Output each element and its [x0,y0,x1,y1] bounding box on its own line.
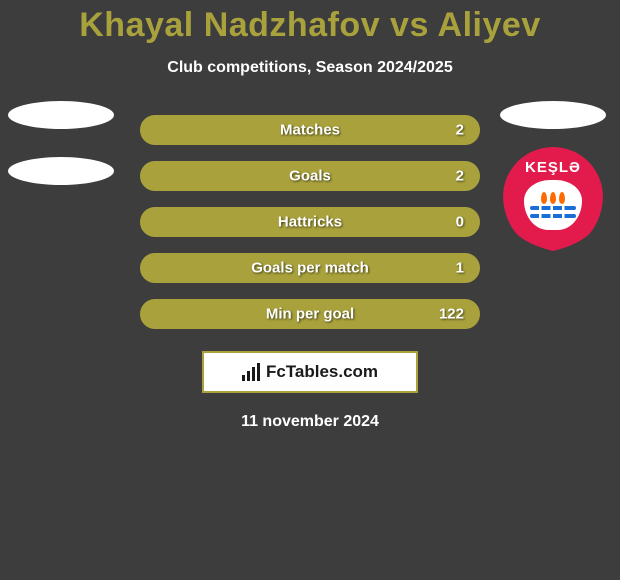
stat-value: 2 [456,122,464,139]
stat-label: Goals per match [251,260,369,277]
club-badge-text: KEŞLƏ [525,159,581,176]
brand-box: FcTables.com [202,351,418,393]
flames-icon [541,192,565,204]
date-text: 11 november 2024 [241,413,379,431]
placeholder-ellipse-icon [8,157,114,185]
stat-label: Hattricks [278,214,342,231]
stat-bar-matches: Matches 2 [140,115,480,145]
stat-value: 122 [439,306,464,323]
brand-text: FcTables.com [266,362,378,382]
right-player-badges: KEŞLƏ [500,101,606,251]
stat-bar-min-per-goal: Min per goal 122 [140,299,480,329]
waves-icon [530,214,576,218]
club-badge-icon: KEŞLƏ [503,147,603,251]
comparison-infographic: Khayal Nadzhafov vs Aliyev Club competit… [0,0,620,431]
page-title: Khayal Nadzhafov vs Aliyev [79,6,540,45]
waves-icon [530,206,576,210]
stat-bar-goals: Goals 2 [140,161,480,191]
stat-bar-goals-per-match: Goals per match 1 [140,253,480,283]
stat-value: 0 [456,214,464,231]
stat-value: 2 [456,168,464,185]
subtitle: Club competitions, Season 2024/2025 [167,59,452,77]
chart-area: KEŞLƏ Matches 2 Goals 2 Hattrick [0,115,620,329]
stat-label: Matches [280,122,340,139]
placeholder-ellipse-icon [500,101,606,129]
left-player-badges [8,101,114,185]
stat-value: 1 [456,260,464,277]
stat-label: Min per goal [266,306,354,323]
stat-label: Goals [289,168,331,185]
placeholder-ellipse-icon [8,101,114,129]
club-badge-inner-icon [524,180,582,230]
stat-bar-hattricks: Hattricks 0 [140,207,480,237]
bar-chart-icon [242,363,260,381]
